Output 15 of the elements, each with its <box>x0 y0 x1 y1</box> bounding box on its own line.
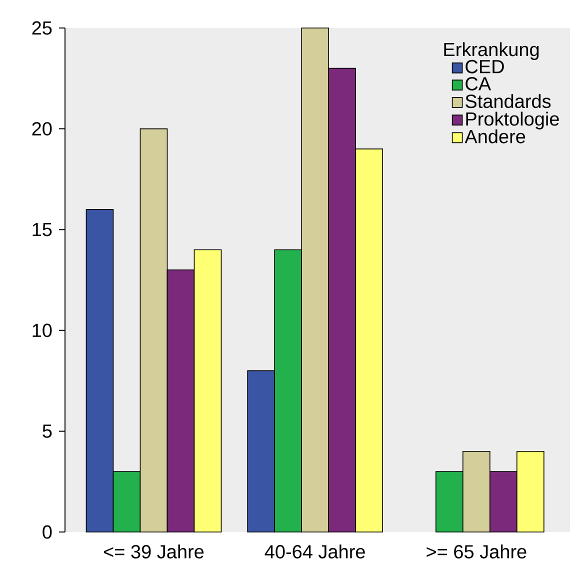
y-tick-label: 15 <box>32 222 52 236</box>
legend-title: Erkrankung <box>444 42 539 60</box>
legend-label: Standards <box>466 94 551 108</box>
x-tick-label: <= 39 Jahre <box>104 544 204 558</box>
y-tick-label: 25 <box>32 21 52 35</box>
legend-label: CA <box>466 77 492 90</box>
y-tick-label: 0 <box>42 525 52 539</box>
y-tick-label: 5 <box>42 424 52 438</box>
x-tick-label: >= 65 Jahre <box>426 544 526 558</box>
y-tick-label: 20 <box>32 122 52 136</box>
legend-label: CED <box>466 60 504 74</box>
x-tick-label: 40-64 Jahre <box>264 544 365 558</box>
legend-label: Proktologie <box>466 112 559 130</box>
legend-label: Andere <box>464 129 526 144</box>
y-tick-label: 10 <box>32 324 52 338</box>
